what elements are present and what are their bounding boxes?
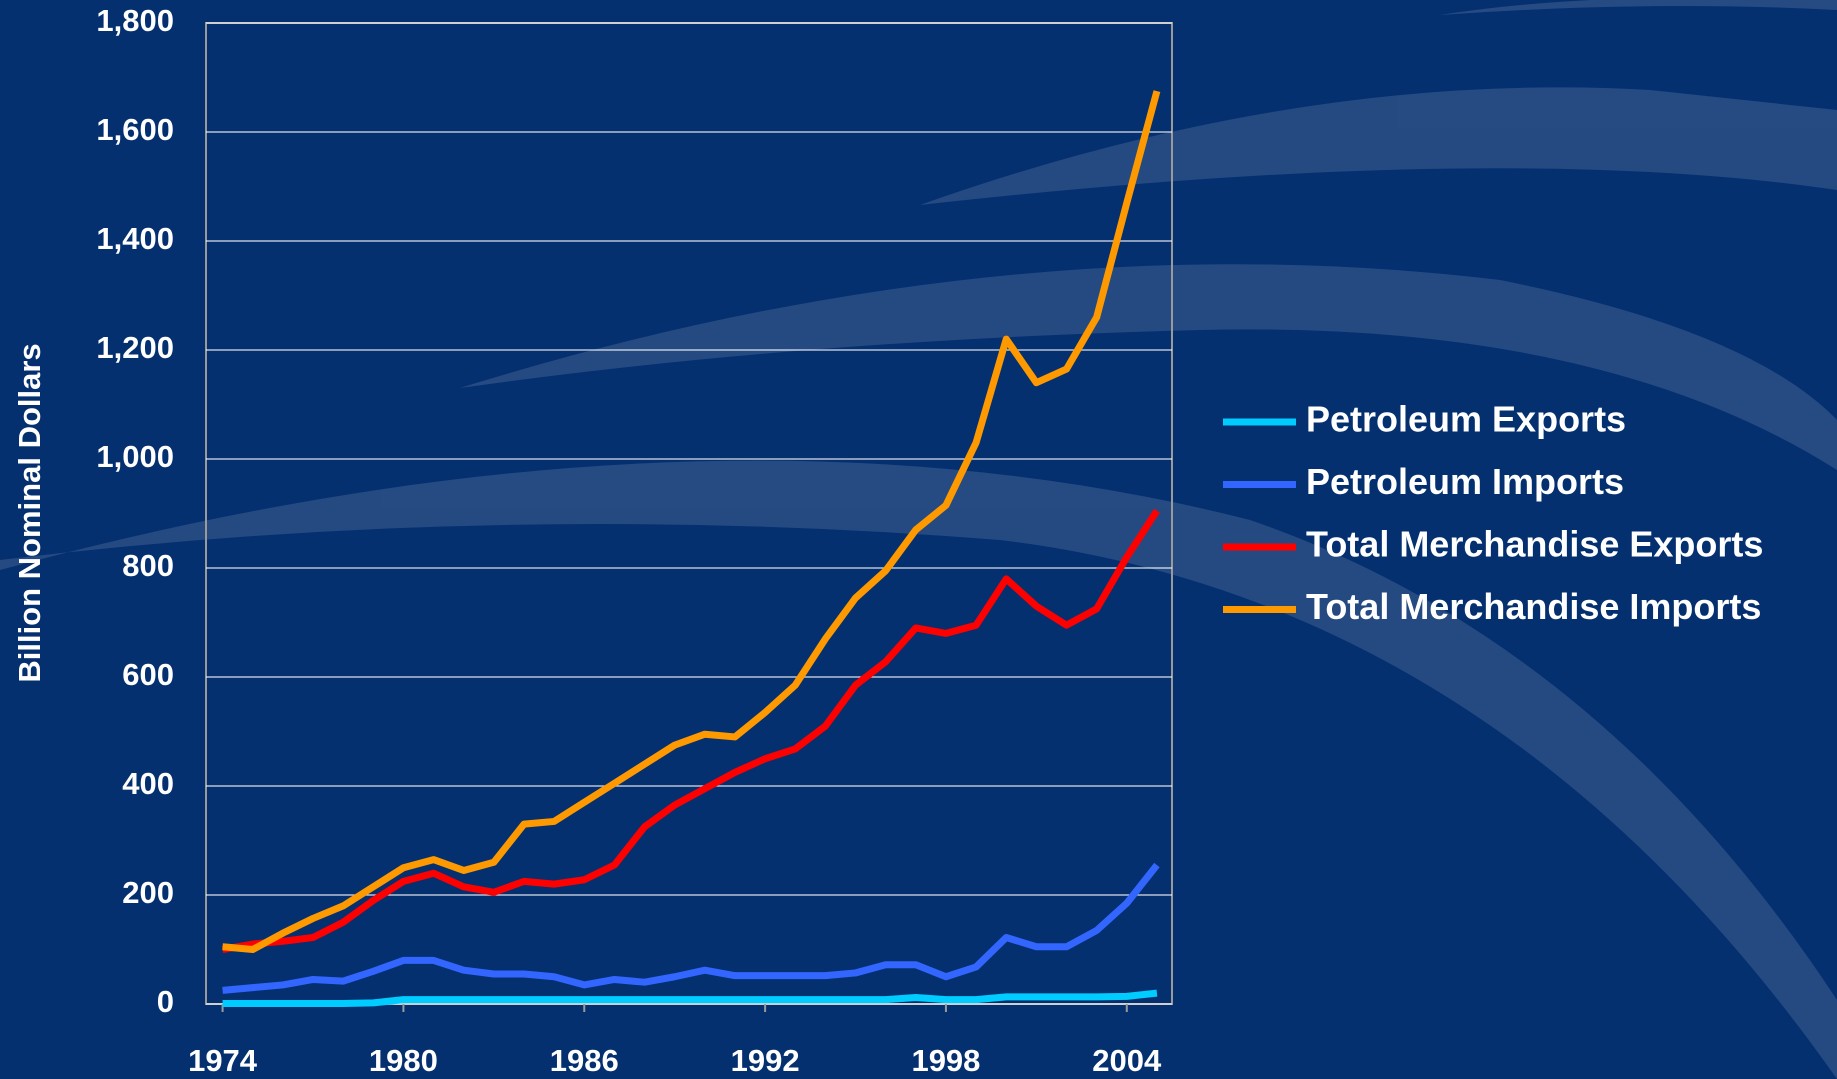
y-tick-label: 1,800 (96, 3, 174, 38)
x-tick-label: 1992 (731, 1043, 800, 1078)
x-tick-label: 2004 (1092, 1043, 1162, 1078)
y-tick-label: 1,200 (96, 330, 174, 365)
x-tick-label: 1998 (911, 1043, 980, 1078)
y-axis-label: Billion Nominal Dollars (12, 343, 47, 682)
y-tick-label: 800 (122, 548, 174, 583)
legend-label: Total Merchandise Imports (1306, 586, 1761, 627)
x-tick-label: 1986 (550, 1043, 619, 1078)
x-tick-label: 1974 (188, 1043, 258, 1078)
y-tick-label: 400 (122, 766, 174, 801)
legend-label: Total Merchandise Exports (1306, 524, 1763, 565)
y-tick-label: 200 (122, 875, 174, 910)
y-tick-label: 1,600 (96, 112, 174, 147)
y-tick-label: 600 (122, 657, 174, 692)
legend-label: Petroleum Imports (1306, 461, 1624, 502)
series-line (222, 862, 1160, 994)
series-line (221, 508, 1160, 953)
series-line (222, 989, 1158, 1007)
x-tick-label: 1980 (369, 1043, 438, 1078)
y-tick-label: 1,400 (96, 221, 174, 256)
legend-label: Petroleum Exports (1306, 399, 1626, 440)
y-tick-label: 0 (157, 984, 174, 1019)
y-tick-label: 1,000 (96, 439, 174, 474)
series-line (222, 90, 1161, 953)
